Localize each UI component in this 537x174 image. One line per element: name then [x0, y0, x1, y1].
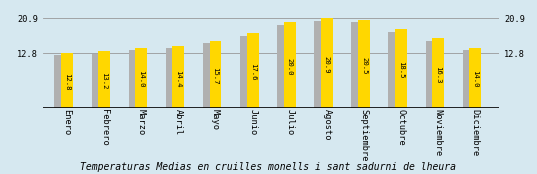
- Bar: [425, 41, 438, 108]
- Bar: [61, 53, 73, 108]
- Bar: [321, 18, 333, 108]
- Bar: [98, 52, 110, 108]
- Bar: [209, 41, 221, 108]
- Text: 14.4: 14.4: [176, 70, 182, 87]
- Text: Temperaturas Medias en cruilles monells i sant sadurni de lheura: Temperaturas Medias en cruilles monells …: [81, 162, 456, 172]
- Text: 13.2: 13.2: [101, 72, 107, 90]
- Text: 16.3: 16.3: [435, 66, 441, 83]
- Text: 20.9: 20.9: [324, 56, 330, 74]
- Bar: [240, 36, 252, 108]
- Bar: [469, 48, 481, 108]
- Bar: [432, 38, 444, 108]
- Bar: [54, 55, 67, 108]
- Text: 14.0: 14.0: [139, 70, 144, 88]
- Text: 17.6: 17.6: [250, 63, 256, 81]
- Bar: [284, 22, 296, 108]
- Text: 12.8: 12.8: [64, 73, 70, 90]
- Text: 20.5: 20.5: [361, 57, 367, 74]
- Bar: [172, 46, 184, 108]
- Bar: [351, 22, 363, 108]
- Bar: [166, 48, 178, 108]
- Bar: [203, 43, 215, 108]
- Text: 14.0: 14.0: [472, 70, 478, 88]
- Bar: [388, 32, 400, 108]
- Bar: [92, 54, 104, 108]
- Bar: [135, 48, 147, 108]
- Bar: [129, 50, 141, 108]
- Bar: [463, 50, 475, 108]
- Bar: [277, 25, 289, 108]
- Text: 18.5: 18.5: [398, 61, 404, 79]
- Text: 15.7: 15.7: [213, 67, 219, 84]
- Bar: [395, 29, 407, 108]
- Bar: [314, 21, 326, 108]
- Text: 20.0: 20.0: [287, 58, 293, 76]
- Bar: [246, 33, 259, 108]
- Bar: [358, 20, 370, 108]
